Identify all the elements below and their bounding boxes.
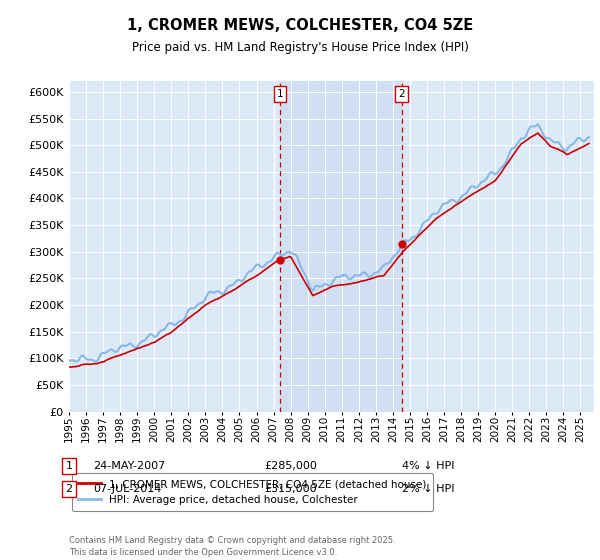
Text: 2: 2 <box>398 90 405 100</box>
Text: Price paid vs. HM Land Registry's House Price Index (HPI): Price paid vs. HM Land Registry's House … <box>131 41 469 54</box>
Text: 2: 2 <box>65 484 73 494</box>
Text: 2% ↓ HPI: 2% ↓ HPI <box>402 484 455 494</box>
Text: 24-MAY-2007: 24-MAY-2007 <box>93 461 165 471</box>
Legend: 1, CROMER MEWS, COLCHESTER, CO4 5ZE (detached house), HPI: Average price, detach: 1, CROMER MEWS, COLCHESTER, CO4 5ZE (det… <box>71 473 433 511</box>
Bar <box>280 81 402 412</box>
Text: 1: 1 <box>65 461 73 471</box>
Text: £315,000: £315,000 <box>264 484 317 494</box>
Text: £285,000: £285,000 <box>264 461 317 471</box>
Text: 4% ↓ HPI: 4% ↓ HPI <box>402 461 455 471</box>
Text: Contains HM Land Registry data © Crown copyright and database right 2025.
This d: Contains HM Land Registry data © Crown c… <box>69 536 395 557</box>
Text: 07-JUL-2014: 07-JUL-2014 <box>93 484 161 494</box>
Text: 1: 1 <box>277 90 283 100</box>
Text: 1, CROMER MEWS, COLCHESTER, CO4 5ZE: 1, CROMER MEWS, COLCHESTER, CO4 5ZE <box>127 18 473 32</box>
